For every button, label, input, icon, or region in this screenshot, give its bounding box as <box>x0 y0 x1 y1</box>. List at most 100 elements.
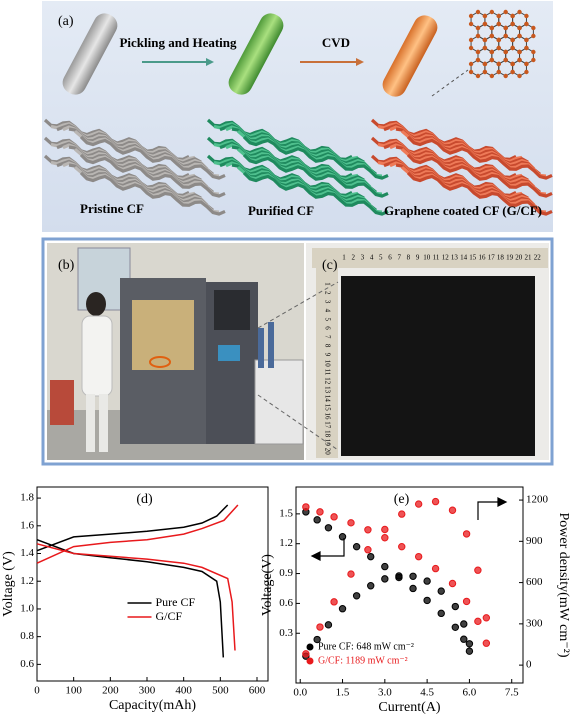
ruler-label: 5 <box>323 317 331 321</box>
ruler-label: 10 <box>323 360 331 368</box>
x-tick-label: 1.5 <box>336 687 350 699</box>
x-tick-label: 200 <box>102 685 119 697</box>
ruler-label: 14 <box>323 395 331 403</box>
ruler-label: 4 <box>370 254 374 262</box>
atom <box>503 49 508 55</box>
ruler-label: 3 <box>361 254 365 262</box>
panel-label: (b) <box>58 258 75 273</box>
y-tick-label: 0.8 <box>20 630 34 642</box>
atom <box>524 37 529 43</box>
atom <box>496 21 501 27</box>
x-tick-label: 4.5 <box>420 687 434 699</box>
zoom-line <box>257 394 339 451</box>
atom <box>517 25 522 31</box>
ruler-label: 4 <box>323 309 331 313</box>
atom <box>489 57 495 63</box>
fabric-strand <box>242 171 389 216</box>
fabrics <box>43 118 553 216</box>
point <box>316 508 324 516</box>
fabric-strand <box>406 135 553 180</box>
ruler-label: 11 <box>323 369 331 376</box>
atom <box>496 13 501 19</box>
point <box>398 542 406 551</box>
ruler-label: 7 <box>397 254 401 262</box>
atom <box>524 45 529 51</box>
x-tick-label: 600 <box>249 685 266 697</box>
caption: Purified CF <box>248 203 314 218</box>
point <box>347 519 355 527</box>
panel-label: (a) <box>58 14 74 29</box>
y-tick-label: 1.2 <box>279 537 293 549</box>
y-tick-label: 0.9 <box>279 567 293 579</box>
ruler-label: 5 <box>379 254 383 262</box>
point <box>465 647 474 655</box>
ruler-label: 11 <box>433 254 440 262</box>
atom <box>482 69 488 75</box>
x-tick-label: 300 <box>139 685 156 697</box>
panel-label: (e) <box>394 492 410 507</box>
ruler-label: 15 <box>323 404 331 412</box>
x-tick-label: 3.0 <box>378 687 392 699</box>
point <box>451 602 460 611</box>
ruler-label: 14 <box>460 254 468 262</box>
step-label: CVD <box>322 35 350 50</box>
point <box>367 582 375 590</box>
point <box>367 552 375 561</box>
point <box>313 635 321 644</box>
atom <box>510 37 515 43</box>
ruler-label: 6 <box>388 254 392 262</box>
y-tick-label: 0.3 <box>279 627 293 639</box>
photo-lab <box>47 243 304 460</box>
atom <box>482 61 488 67</box>
point <box>448 579 457 588</box>
atom <box>510 21 515 27</box>
point <box>347 570 355 578</box>
point <box>437 587 445 595</box>
x-tick-label: 100 <box>65 685 82 697</box>
atom <box>503 9 508 15</box>
legend-label: G/CF <box>156 609 183 623</box>
point <box>364 526 372 534</box>
y2-tick-label: 900 <box>526 535 543 547</box>
ruler-label: 9 <box>323 353 331 357</box>
panel-label: (d) <box>136 492 153 507</box>
x-axis-label: Current(A) <box>378 700 441 715</box>
point <box>324 524 333 532</box>
atom <box>496 45 501 51</box>
atom <box>496 61 501 67</box>
atom <box>468 61 474 67</box>
fabric-strand <box>79 171 226 216</box>
atom <box>482 21 488 27</box>
point <box>352 592 361 600</box>
ruler-label: 1 <box>323 282 331 286</box>
point <box>395 572 403 580</box>
axis-arrow <box>310 497 508 561</box>
legend-swatch <box>306 657 314 665</box>
atom <box>468 21 474 27</box>
atom <box>468 37 474 43</box>
zoom-line <box>431 69 469 97</box>
zoom-line <box>257 281 339 329</box>
x-tick-label: 0.0 <box>293 687 307 699</box>
y2-axis-label: Power density(mW cm⁻²) <box>556 512 571 657</box>
plot-frame <box>295 486 524 684</box>
atom <box>503 33 508 39</box>
atom <box>510 45 515 51</box>
legend-swatch <box>306 643 314 651</box>
ruler-label: 9 <box>416 254 420 262</box>
point <box>313 516 321 524</box>
y-tick-label: 1.6 <box>20 519 34 531</box>
y-tick-label: 1.8 <box>20 492 34 504</box>
atom <box>524 69 529 75</box>
point <box>381 562 389 571</box>
ruler-label: 17 <box>488 254 496 262</box>
x-tick-label: 6.0 <box>463 687 477 699</box>
atom <box>489 9 495 15</box>
atom <box>510 61 515 67</box>
graphene-lattice <box>468 9 536 79</box>
ruler-label: 7 <box>323 335 331 339</box>
atom <box>496 37 501 43</box>
arrow-head <box>356 58 364 66</box>
ruler-label: 16 <box>479 254 487 262</box>
ruler-label: 3 <box>323 300 331 304</box>
